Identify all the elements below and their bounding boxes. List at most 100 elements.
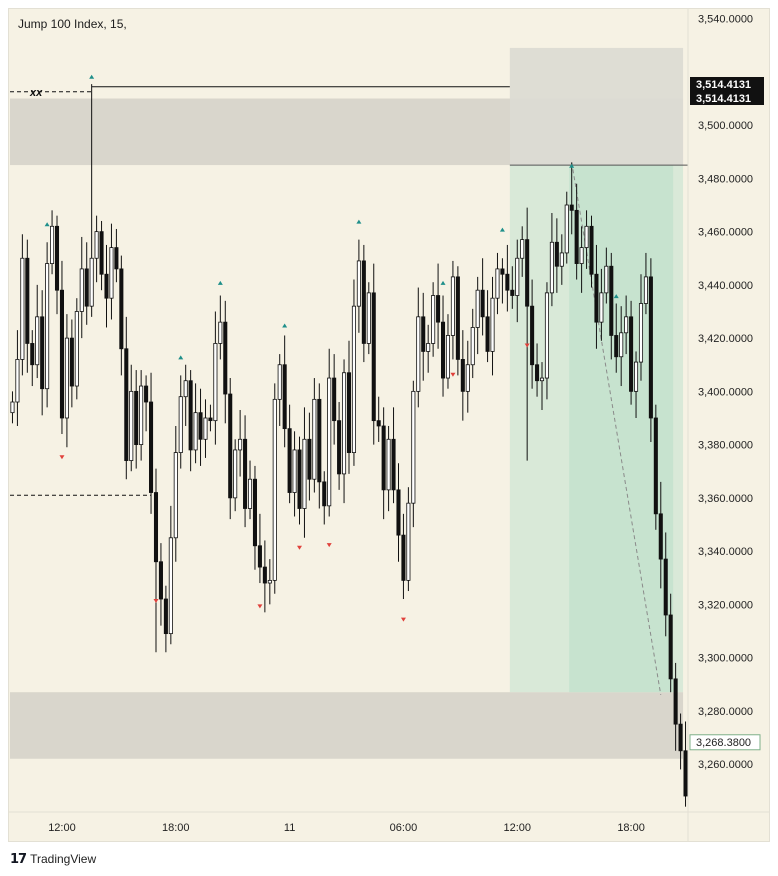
y-tick-label: 3,500.0000: [698, 120, 753, 132]
y-tick-label: 3,420.0000: [698, 333, 753, 345]
candle-body: [183, 380, 188, 398]
candle-body: [25, 257, 30, 344]
candle-body: [74, 311, 79, 387]
y-tick-label: 3,400.0000: [698, 386, 753, 398]
candle-body: [683, 750, 688, 797]
candle-body: [648, 276, 653, 419]
candle-body: [485, 316, 490, 352]
candle-body: [198, 412, 203, 440]
current-price-box: [689, 734, 761, 751]
candle-body: [634, 361, 639, 392]
candle-body: [223, 321, 228, 395]
candle-body: [59, 289, 64, 419]
candle-body: [30, 343, 35, 366]
fractal-up-marker: [613, 294, 619, 299]
candle-body: [554, 241, 559, 267]
candle-body: [247, 478, 253, 509]
y-tick-label: 3,360.0000: [698, 493, 753, 505]
y-tick-label: 3,280.0000: [698, 706, 753, 718]
y-tick-label: 3,320.0000: [698, 599, 753, 611]
chart-title: Jump 100 Index, 15,: [18, 17, 127, 31]
candle-body: [638, 303, 644, 363]
x-tick-label: 12:00: [48, 822, 76, 834]
candle-body: [153, 492, 159, 563]
candle-body: [426, 343, 431, 352]
x-tick-label: 18:00: [617, 822, 645, 834]
candle-body: [69, 337, 74, 387]
candle-body: [574, 209, 579, 264]
candle-body: [277, 364, 282, 400]
candle-body: [356, 260, 361, 307]
candle-body: [193, 412, 198, 451]
candle-body: [564, 204, 569, 254]
price-label-box: [690, 77, 764, 91]
candle-body: [604, 265, 609, 294]
price-chart[interactable]: xx 3,540.0000 3,500.0000 3,480.0000 3,460.00…: [8, 8, 770, 842]
candle-body: [337, 420, 342, 475]
candle-body: [178, 396, 183, 453]
candle-body: [510, 289, 515, 296]
candle-body: [614, 335, 619, 358]
candle-body: [589, 225, 594, 275]
candle-body: [252, 478, 258, 547]
y-tick-label: 3,480.0000: [698, 173, 753, 185]
price-label: 3,514.4131: [696, 93, 751, 105]
candle-body: [79, 268, 84, 312]
candle-body: [84, 268, 89, 307]
tradingview-logo-icon: 17: [10, 851, 27, 867]
candle-body: [346, 372, 352, 453]
candle-body: [114, 247, 119, 270]
candle-body: [267, 579, 272, 584]
candle-body: [445, 335, 451, 379]
candle-body: [262, 566, 267, 584]
candle-body: [391, 438, 396, 491]
candle-body: [500, 268, 505, 275]
candle-body: [549, 241, 554, 294]
fractal-up-marker: [217, 280, 223, 285]
candle-body: [302, 438, 307, 509]
candle-body: [515, 257, 520, 296]
candle-body: [282, 364, 287, 430]
candle-body: [544, 292, 549, 379]
candle-body: [386, 438, 391, 491]
candle-body: [20, 257, 25, 360]
candle-body: [287, 428, 292, 493]
candle-body: [569, 204, 574, 211]
y-tick-label: 3,260.0000: [698, 759, 753, 771]
candle-body: [332, 377, 337, 422]
candle-body: [158, 561, 163, 600]
fractal-down-marker: [450, 372, 456, 377]
candle-body: [421, 316, 426, 352]
tradingview-brand[interactable]: 17 TradingView: [10, 851, 96, 867]
candle-body: [530, 305, 535, 366]
candle-body: [317, 398, 322, 483]
candle-body: [272, 398, 277, 581]
candle-body: [584, 225, 589, 249]
candle-body: [327, 377, 332, 507]
candle-body: [144, 385, 149, 403]
fractal-up-marker: [499, 227, 505, 232]
candle-body: [673, 678, 678, 725]
candle-body: [525, 239, 530, 307]
candle-body: [54, 225, 60, 291]
candle-body: [94, 231, 99, 259]
x-tick-label: 12:00: [503, 822, 531, 834]
candle-body: [599, 292, 604, 323]
y-tick-label: 3,300.0000: [698, 653, 753, 665]
x-tick-label: 06:00: [390, 822, 418, 834]
candle-body: [539, 377, 545, 382]
x-tick-label: 18:00: [162, 822, 190, 834]
projection-arrow: [571, 162, 662, 695]
candle-body: [208, 417, 213, 422]
candle-body: [163, 598, 168, 635]
fractal-up-marker: [178, 355, 184, 360]
candle-body: [455, 276, 460, 360]
candle-body: [624, 316, 629, 334]
fractal-up-marker: [440, 280, 446, 285]
candle-body: [416, 316, 421, 392]
candle-body: [663, 558, 668, 616]
candle-body: [559, 252, 564, 267]
candle-body: [297, 449, 302, 509]
fractal-up-marker: [282, 323, 288, 328]
candle-body: [495, 268, 500, 299]
